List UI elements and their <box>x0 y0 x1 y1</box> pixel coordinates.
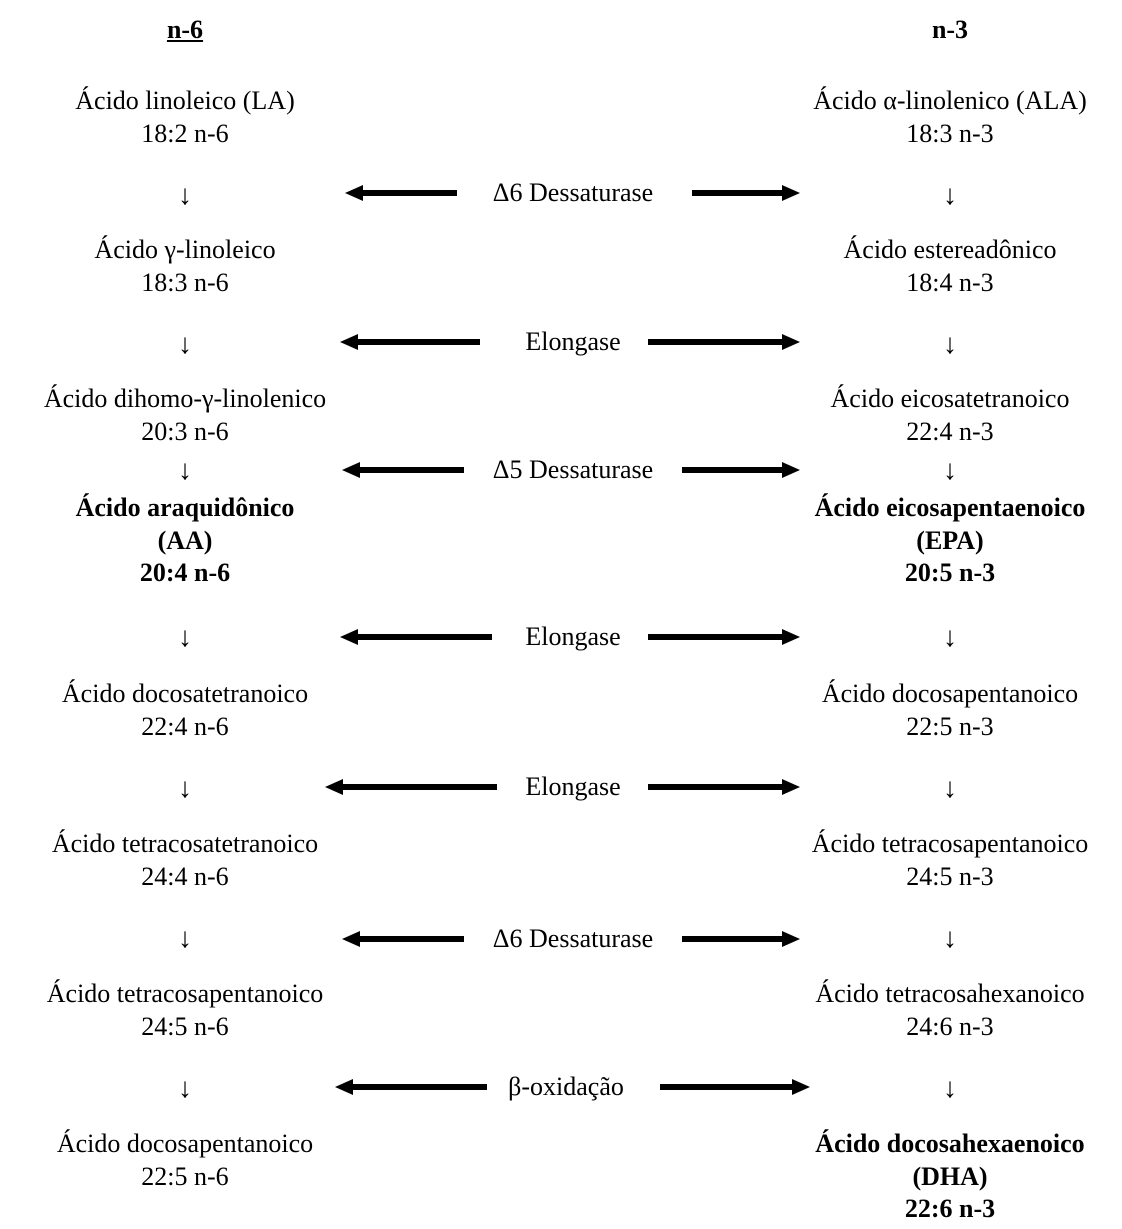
down-arrow-icon: ↓ <box>178 455 192 486</box>
compound-abbr: (EPA) <box>916 525 984 555</box>
compound-formula: 22:6 n-3 <box>904 1194 996 1223</box>
compound-formula: 22:5 n-6 <box>141 1161 229 1191</box>
left-compound-dgla: Ácido dihomo-γ-linolenico 20:3 n-6 <box>44 383 326 448</box>
right-compound-dpa: Ácido docosapentanoico 22:5 n-3 <box>822 678 1078 743</box>
left-compound-tetracosapentanoico: Ácido tetracosapentanoico 24:5 n-6 <box>47 978 324 1043</box>
compound-name: Ácido tetracosatetranoico <box>51 829 319 858</box>
left-arrow-icon <box>342 461 464 479</box>
left-arrow-icon <box>340 333 480 351</box>
compound-name: Ácido dihomo-γ-linolenico <box>43 384 327 413</box>
right-compound-sda: Ácido estereadônico 18:4 n-3 <box>844 234 1057 299</box>
compound-formula: 20:5 n-3 <box>904 558 996 587</box>
right-arrow-icon <box>648 778 800 796</box>
header-n3: n-3 <box>931 15 969 44</box>
compound-name: Ácido linoleico (LA) <box>75 86 295 115</box>
compound-name: Ácido docosahexaenoico <box>815 1129 1085 1158</box>
down-arrow-icon: ↓ <box>943 455 957 486</box>
enzyme-label-delta5: Δ5 Dessaturase <box>492 455 654 484</box>
compound-name: Ácido araquidônico <box>75 493 295 522</box>
compound-formula: 22:4 n-6 <box>141 711 229 741</box>
compound-formula: 24:4 n-6 <box>141 861 229 891</box>
right-arrow-icon <box>682 930 800 948</box>
down-arrow-icon: ↓ <box>943 180 957 211</box>
compound-name: Ácido tetracosapentanoico <box>811 829 1089 858</box>
left-arrow-icon <box>340 628 492 646</box>
down-arrow-icon: ↓ <box>178 923 192 954</box>
enzyme-label-elongase: Elongase <box>525 772 621 801</box>
compound-formula: 18:3 n-6 <box>141 267 229 297</box>
compound-name: Ácido docosapentanoico <box>56 1129 314 1158</box>
compound-name: Ácido γ-linoleico <box>94 235 276 264</box>
left-compound-tetracosatetranoico: Ácido tetracosatetranoico 24:4 n-6 <box>52 828 318 893</box>
right-arrow-icon <box>648 628 800 646</box>
down-arrow-icon: ↓ <box>943 1073 957 1104</box>
compound-formula: 22:5 n-3 <box>906 711 994 741</box>
compound-abbr: (DHA) <box>912 1161 988 1191</box>
left-arrow-icon <box>345 184 457 202</box>
right-compound-tetracosahexanoico: Ácido tetracosahexanoico 24:6 n-3 <box>815 978 1084 1043</box>
compound-name: Ácido tetracosapentanoico <box>46 979 324 1008</box>
enzyme-label-elongase: Elongase <box>525 327 621 356</box>
right-compound-ala: Ácido α-linolenico (ALA) 18:3 n-3 <box>813 85 1087 150</box>
right-compound-tetracosapentanoico: Ácido tetracosapentanoico 24:5 n-3 <box>812 828 1089 893</box>
compound-formula: 24:5 n-3 <box>906 861 994 891</box>
right-arrow-icon <box>682 461 800 479</box>
right-arrow-icon <box>692 184 800 202</box>
down-arrow-icon: ↓ <box>943 773 957 804</box>
down-arrow-icon: ↓ <box>943 923 957 954</box>
compound-formula: 18:3 n-3 <box>906 118 994 148</box>
left-compound-docosapentanoico: Ácido docosapentanoico 22:5 n-6 <box>57 1128 313 1193</box>
compound-name: Ácido eicosapentaenoico <box>814 493 1086 522</box>
down-arrow-icon: ↓ <box>178 622 192 653</box>
compound-name: Ácido docosatetranoico <box>61 679 309 708</box>
right-compound-epa: Ácido eicosapentaenoico (EPA) 20:5 n-3 <box>815 492 1086 590</box>
compound-formula: 20:4 n-6 <box>139 558 231 587</box>
right-arrow-icon <box>648 333 800 351</box>
compound-name: Ácido tetracosahexanoico <box>815 979 1085 1008</box>
left-compound-docosatetranoico: Ácido docosatetranoico 22:4 n-6 <box>62 678 308 743</box>
header-n6: n-6 <box>166 15 204 44</box>
compound-abbr: (AA) <box>157 525 213 555</box>
down-arrow-icon: ↓ <box>178 329 192 360</box>
down-arrow-icon: ↓ <box>943 329 957 360</box>
enzyme-label-delta6: Δ6 Dessaturase <box>492 924 654 953</box>
right-compound-eta: Ácido eicosatetranoico 22:4 n-3 <box>831 383 1070 448</box>
compound-formula: 24:6 n-3 <box>906 1011 994 1041</box>
right-compound-dha: Ácido docosahexaenoico (DHA) 22:6 n-3 <box>815 1128 1084 1226</box>
down-arrow-icon: ↓ <box>178 180 192 211</box>
compound-name: Ácido eicosatetranoico <box>830 384 1070 413</box>
compound-name: Ácido docosapentanoico <box>821 679 1079 708</box>
compound-formula: 24:5 n-6 <box>141 1011 229 1041</box>
enzyme-label-beta-oxidation: β-oxidação <box>508 1072 624 1101</box>
compound-formula: 18:4 n-3 <box>906 267 994 297</box>
down-arrow-icon: ↓ <box>178 773 192 804</box>
left-arrow-icon <box>342 930 464 948</box>
left-compound-aa: Ácido araquidônico (AA) 20:4 n-6 <box>76 492 295 590</box>
left-arrow-icon <box>335 1078 487 1096</box>
down-arrow-icon: ↓ <box>178 1073 192 1104</box>
enzyme-label-delta6: Δ6 Dessaturase <box>492 178 654 207</box>
compound-name: Ácido estereadônico <box>843 235 1057 264</box>
left-compound-la: Ácido linoleico (LA) 18:2 n-6 <box>75 85 295 150</box>
compound-formula: 22:4 n-3 <box>906 416 994 446</box>
right-arrow-icon <box>660 1078 810 1096</box>
enzyme-label-elongase: Elongase <box>525 622 621 651</box>
compound-name: Ácido α-linolenico (ALA) <box>813 86 1087 115</box>
left-compound-gla: Ácido γ-linoleico 18:3 n-6 <box>94 234 275 299</box>
compound-formula: 18:2 n-6 <box>141 118 229 148</box>
down-arrow-icon: ↓ <box>943 622 957 653</box>
compound-formula: 20:3 n-6 <box>141 416 229 446</box>
left-arrow-icon <box>325 778 497 796</box>
